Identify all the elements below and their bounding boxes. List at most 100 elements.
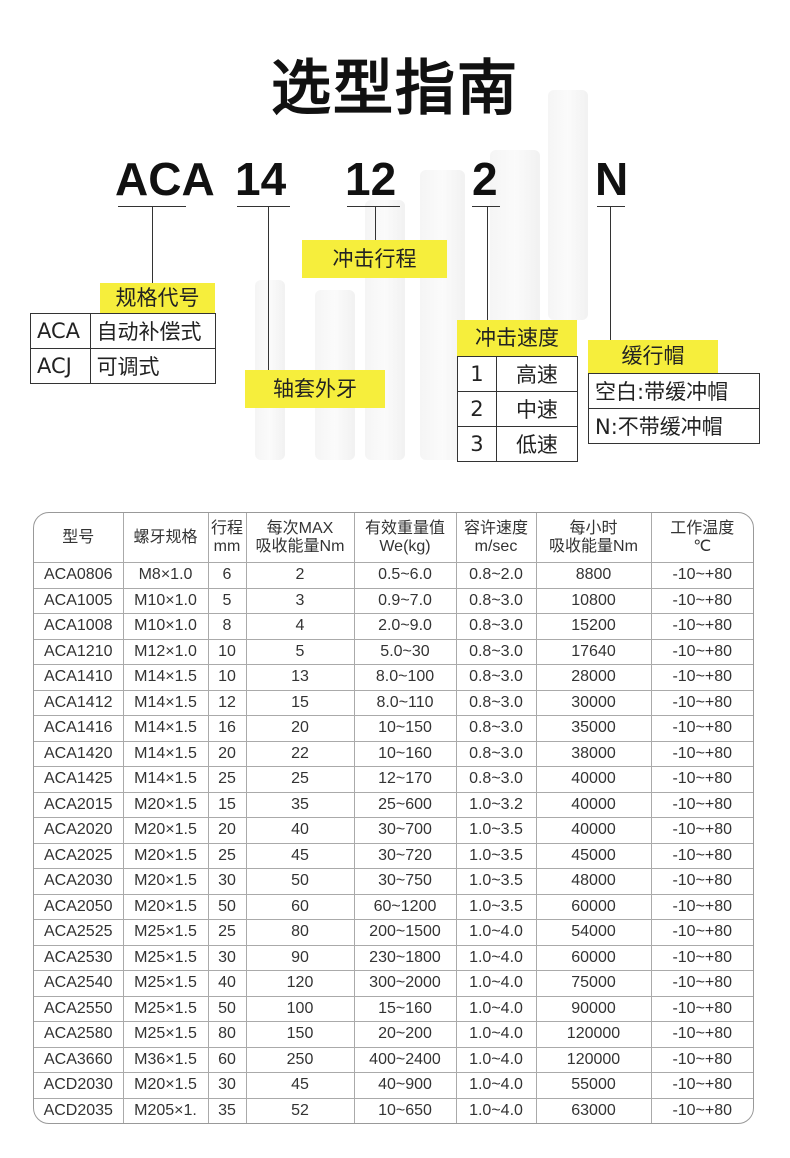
label-series: 规格代号 xyxy=(100,283,215,313)
column-header: 行程 mm xyxy=(208,513,247,563)
spec-table: 型号 螺牙规格 行程 mm 每次MAX 吸收能量Nm 有效重量值 We(kg) 容许速度 m/se… xyxy=(33,512,754,1124)
table-cell: -10~+80 xyxy=(651,664,753,691)
table-row: ACA1420 M14×1.5 20 22 10~160 0.8~3.0 38000 -10~… xyxy=(34,741,753,767)
speed-option-row: 3 低速 xyxy=(457,426,579,462)
table-cell: ACA1420 xyxy=(34,741,124,767)
column-header: 型号 xyxy=(34,513,124,563)
table-cell: M14×1.5 xyxy=(123,741,209,767)
product-image xyxy=(365,200,405,460)
table-row: ACA2025 M20×1.5 25 45 30~720 1.0~3.5 45000 -10~… xyxy=(34,843,753,869)
table-cell: 230~1800 xyxy=(354,945,457,971)
label-thread: 轴套外牙 xyxy=(245,370,385,408)
table-cell: -10~+80 xyxy=(651,1072,753,1099)
table-cell: -10~+80 xyxy=(672,1101,733,1119)
table-cell: 90000 xyxy=(536,996,652,1022)
table-cell: 75000 xyxy=(536,970,652,997)
table-cell: ACA2050 xyxy=(34,894,124,920)
table-cell: 15 xyxy=(246,690,355,716)
table-cell: 80 xyxy=(246,919,355,946)
table-cell: ACD2035 xyxy=(34,1098,124,1123)
header-text: ℃ xyxy=(693,537,712,555)
table-cell: M14×1.5 xyxy=(123,664,209,691)
connector-line xyxy=(347,206,400,207)
label-speed: 冲击速度 xyxy=(457,320,577,356)
table-cell: M25×1.5 xyxy=(123,945,209,971)
code-cap: N xyxy=(595,153,629,205)
table-row: ACA2540 M25×1.5 40 120 300~2000 1.0~4.0 75000-… xyxy=(34,970,753,997)
table-cell: 300~2000 xyxy=(354,970,457,997)
table-cell: M14×1.5 xyxy=(123,766,209,793)
table-cell: 1.0~3.5 xyxy=(456,868,537,895)
cap-option-row: 空白:带缓冲帽 xyxy=(588,373,760,409)
table-cell: 45 xyxy=(246,1072,355,1099)
table-cell: 1.0~4.0 xyxy=(456,996,537,1022)
header-text: 容许速度 xyxy=(463,519,528,537)
table-cell: 55000 xyxy=(536,1072,652,1099)
table-cell: M10×1.0 xyxy=(123,613,209,640)
table-cell: 400~2400 xyxy=(354,1047,457,1073)
header-text: 型号 xyxy=(62,528,95,546)
table-cell: 50 xyxy=(208,996,247,1022)
series-option-row: ACA 自动补偿式 xyxy=(30,313,217,349)
table-cell: ACA2020 xyxy=(34,817,124,844)
connector-line xyxy=(375,206,376,240)
table-cell: 1.0~4.0 xyxy=(456,945,537,971)
table-cell: 5.0~30 xyxy=(354,639,457,665)
table-row: ACA2525 M25×1.5 25 80 200~1500 1.0~4.0 54000 -1… xyxy=(34,919,753,946)
table-cell: -10~+80 xyxy=(651,817,753,844)
header-text: 工作温度 xyxy=(670,519,735,537)
table-cell: -10~+80 xyxy=(651,715,753,742)
table-cell: 0.8~3.0 xyxy=(456,766,537,793)
table-cell: ACA0806 xyxy=(34,562,124,589)
table-cell: 30 xyxy=(208,868,247,895)
table-row: ACA2530 M25×1.5 30 90 230~1800 1.0~4.0 60000 -1… xyxy=(34,945,753,971)
table-cell: -10~+80 xyxy=(651,894,753,920)
table-cell: 60 xyxy=(208,1047,247,1073)
page-title: 选型指南 xyxy=(271,54,519,124)
table-cell: 28000 xyxy=(536,664,652,691)
table-cell: -10~+80 xyxy=(651,1047,753,1073)
table-cell: M10×1.0 xyxy=(123,588,209,614)
connector-line xyxy=(610,206,611,340)
table-cell: 60000 xyxy=(536,894,652,920)
table-cell: 22 xyxy=(246,741,355,767)
header-text: 每小时 xyxy=(569,519,618,537)
table-row: ACD2030 M20×1.5 30 45 40~900 1.0~4.0 55000 -10~… xyxy=(34,1072,753,1099)
series-desc: 自动补偿式 xyxy=(89,313,217,349)
table-row: ACA2580 M25×1.5 80 150 20~200 1.0~4.0 120000 -1… xyxy=(34,1021,753,1048)
table-cell: ACA2530 xyxy=(34,945,124,971)
table-cell: 120000 xyxy=(536,1021,652,1048)
table-cell: 30 xyxy=(208,1072,247,1099)
table-cell: -10~+80 xyxy=(651,766,753,793)
table-cell: 35 xyxy=(246,792,355,818)
header-text: 螺牙规格 xyxy=(133,528,198,546)
table-cell: 2.0~9.0 xyxy=(354,613,457,640)
column-header: 每次MAX 吸收能量Nm xyxy=(246,513,355,563)
column-header: 有效重量值 We(kg) xyxy=(354,513,457,563)
table-cell: 1.0~4.0 xyxy=(456,1072,537,1099)
header-text: We(kg) xyxy=(379,537,431,555)
table-cell: 50 xyxy=(246,868,355,895)
code-thread: 14 xyxy=(235,153,287,205)
table-cell: ACA3660 xyxy=(34,1047,124,1073)
cap-options-table: 空白:带缓冲帽 N:不带缓冲帽 xyxy=(588,373,760,444)
table-cell: M205×1. xyxy=(123,1098,209,1123)
table-cell: 10 xyxy=(208,664,247,691)
connector-line xyxy=(237,206,290,207)
table-row: ACD2035 M205×1. 35 52 10~650 1.0~4.0 63000 -10~… xyxy=(34,1098,753,1123)
speed-options-table: 1 高速 2 中速 3 低速 xyxy=(457,356,579,462)
table-cell: 12~170 xyxy=(354,766,457,793)
table-cell: 45 xyxy=(246,843,355,869)
table-cell: 35000 xyxy=(536,715,652,742)
table-cell: 54000 xyxy=(536,919,652,946)
table-cell: 60000 xyxy=(536,945,652,971)
table-cell: 63000 xyxy=(536,1098,652,1123)
code-series: ACA xyxy=(115,153,215,205)
table-cell: 10800 xyxy=(536,588,652,614)
table-cell: 250 xyxy=(246,1047,355,1073)
header-text: mm xyxy=(213,537,241,555)
table-cell: 150 xyxy=(246,1021,355,1048)
table-cell: M20×1.5 xyxy=(123,894,209,920)
table-cell: 0.8~2.0 xyxy=(456,562,537,589)
code-stroke: 12 xyxy=(345,153,397,205)
